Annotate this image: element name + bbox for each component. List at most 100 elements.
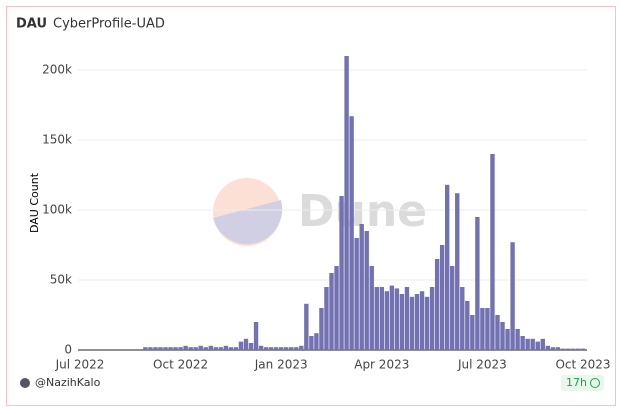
bar	[273, 347, 279, 350]
bar	[243, 338, 249, 350]
bar	[560, 348, 566, 350]
bar	[279, 347, 284, 350]
bar	[475, 217, 480, 350]
bar	[384, 291, 390, 350]
bar	[460, 287, 465, 350]
bar	[339, 196, 344, 350]
watermark-logo	[213, 178, 281, 246]
bar	[183, 345, 188, 350]
bar	[444, 184, 450, 350]
bar	[434, 259, 440, 350]
bar	[263, 347, 269, 350]
bar	[233, 347, 239, 350]
bar	[409, 296, 415, 350]
bar	[228, 347, 234, 350]
bar	[218, 347, 224, 350]
bar	[520, 336, 525, 350]
bar	[304, 303, 309, 350]
bar	[525, 338, 530, 350]
y-tick-label: 150k	[42, 133, 72, 147]
bar	[439, 245, 445, 350]
bar	[545, 345, 550, 350]
bar	[193, 347, 198, 350]
bar	[500, 322, 505, 350]
bar	[505, 329, 510, 350]
bar	[414, 294, 420, 350]
bar	[419, 291, 425, 350]
bar	[359, 224, 364, 350]
bar	[148, 347, 153, 350]
bar	[223, 345, 229, 350]
bar	[575, 348, 581, 350]
bar	[153, 347, 158, 350]
bar	[515, 329, 520, 350]
bar	[550, 347, 556, 350]
x-tick-label: Oct 2023	[555, 358, 610, 372]
y-tick-label: 0	[64, 343, 72, 357]
bar	[173, 347, 178, 350]
bar	[344, 56, 349, 350]
bar	[309, 336, 314, 350]
bar	[163, 347, 168, 350]
bar	[349, 116, 354, 350]
bar	[364, 231, 369, 350]
bar	[485, 308, 490, 350]
updated-time: 17h	[566, 376, 587, 389]
bar	[565, 348, 571, 350]
bar	[399, 294, 405, 350]
bar	[258, 345, 264, 350]
chart-title: DAU	[16, 17, 47, 32]
bar	[394, 288, 400, 350]
bar	[450, 266, 455, 350]
author[interactable]: @NazihKalo	[35, 376, 101, 389]
y-tick-label: 50k	[50, 273, 72, 287]
bar	[555, 347, 561, 350]
bar	[570, 348, 576, 350]
bar	[389, 285, 395, 350]
bar	[143, 347, 148, 350]
bar	[168, 347, 173, 350]
bar	[294, 347, 299, 350]
bar	[284, 347, 289, 350]
check-icon	[590, 378, 600, 388]
bar	[253, 322, 259, 350]
bar	[203, 347, 208, 350]
watermark-logo-shade	[213, 200, 283, 245]
bar	[319, 308, 324, 350]
x-tick-label: Jul 2022	[55, 358, 105, 372]
x-tick-label: Jul 2023	[457, 358, 507, 372]
bar	[188, 347, 193, 350]
avatar	[20, 378, 30, 388]
bar	[490, 154, 495, 350]
bar	[404, 287, 410, 350]
watermark: Dune	[213, 178, 427, 246]
bar	[530, 338, 535, 350]
bar	[429, 287, 435, 350]
x-tick-label: Jan 2023	[254, 358, 308, 372]
bar	[329, 273, 334, 350]
bar	[248, 343, 254, 350]
bar	[379, 287, 384, 350]
bar	[540, 338, 545, 350]
y-axis-label: DAU Count	[28, 172, 41, 233]
bar	[424, 296, 430, 350]
bar	[495, 315, 500, 350]
bar	[455, 193, 460, 350]
bar	[208, 345, 213, 350]
bar	[268, 347, 274, 350]
bar	[480, 308, 485, 350]
bar	[374, 287, 379, 350]
bar	[213, 347, 219, 350]
chart-subtitle: CyberProfile-UAD	[53, 17, 165, 32]
bar	[324, 287, 329, 350]
bar	[465, 301, 470, 350]
bar	[470, 315, 475, 350]
bar	[369, 266, 374, 350]
bar	[510, 242, 515, 350]
y-tick-label: 200k	[42, 63, 72, 77]
bar	[198, 345, 203, 350]
bar	[535, 341, 540, 350]
bar	[354, 238, 359, 350]
bar	[178, 347, 183, 350]
